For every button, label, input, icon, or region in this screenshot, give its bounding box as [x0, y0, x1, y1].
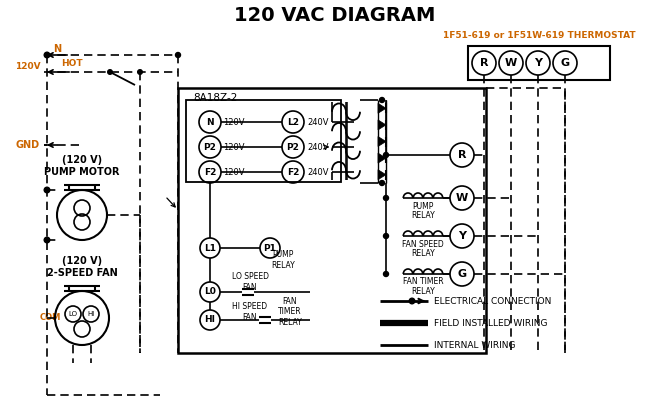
Text: GND: GND [16, 140, 40, 150]
Text: P1: P1 [263, 243, 277, 253]
Text: Y: Y [458, 231, 466, 241]
Text: HI: HI [87, 311, 94, 317]
Text: 240V: 240V [307, 117, 328, 127]
Text: FAN
TIMER
RELAY: FAN TIMER RELAY [278, 297, 302, 327]
Text: W: W [456, 193, 468, 203]
Text: 120V: 120V [223, 117, 245, 127]
Text: PUMP: PUMP [412, 202, 433, 210]
Text: 240V: 240V [307, 142, 328, 152]
Text: HI SPEED
FAN: HI SPEED FAN [232, 302, 267, 322]
Text: R: R [480, 58, 488, 68]
Polygon shape [378, 153, 386, 163]
Text: LO: LO [68, 311, 78, 317]
Bar [468, 46, 610, 80]
Text: COM: COM [40, 313, 61, 323]
Text: RELAY: RELAY [411, 287, 435, 295]
Text: 120 VAC DIAGRAM: 120 VAC DIAGRAM [234, 5, 436, 24]
Text: 120V: 120V [223, 142, 245, 152]
Text: R: R [458, 150, 466, 160]
Text: ELECTRICAL CONNECTION: ELECTRICAL CONNECTION [434, 297, 551, 305]
Circle shape [108, 70, 113, 74]
Text: P2: P2 [204, 142, 216, 152]
Circle shape [379, 98, 385, 103]
Circle shape [44, 52, 50, 58]
Circle shape [379, 181, 385, 186]
Text: 240V: 240V [307, 168, 328, 176]
Text: FAN TIMER: FAN TIMER [403, 277, 444, 287]
Text: 8A18Z-2: 8A18Z-2 [193, 93, 237, 103]
Bar [186, 100, 341, 182]
Text: LO SPEED
FAN: LO SPEED FAN [232, 272, 269, 292]
Text: L0: L0 [204, 287, 216, 297]
Text: G: G [560, 58, 570, 68]
Text: RELAY: RELAY [411, 210, 435, 220]
Text: F2: F2 [287, 168, 299, 176]
Text: Y: Y [534, 58, 542, 68]
Text: PUMP
RELAY: PUMP RELAY [271, 250, 295, 270]
Text: HOT: HOT [61, 59, 83, 67]
Circle shape [176, 52, 180, 57]
Text: FIELD INSTALLED WIRING: FIELD INSTALLED WIRING [434, 318, 547, 328]
Text: F2: F2 [204, 168, 216, 176]
Text: L2: L2 [287, 117, 299, 127]
Text: N: N [206, 117, 214, 127]
Text: L1: L1 [204, 243, 216, 253]
Circle shape [383, 153, 389, 158]
Text: P2: P2 [287, 142, 299, 152]
Text: 1F51-619 or 1F51W-619 THERMOSTAT: 1F51-619 or 1F51W-619 THERMOSTAT [443, 31, 635, 39]
Polygon shape [378, 137, 386, 147]
Text: W: W [505, 58, 517, 68]
Circle shape [383, 272, 389, 277]
Text: FAN SPEED: FAN SPEED [402, 240, 444, 248]
Text: INTERNAL WIRING: INTERNAL WIRING [434, 341, 515, 349]
Circle shape [44, 237, 50, 243]
Polygon shape [378, 170, 386, 180]
Text: 120V: 120V [223, 168, 245, 176]
Circle shape [383, 196, 389, 201]
Text: HI: HI [204, 316, 216, 324]
Polygon shape [378, 120, 386, 130]
Circle shape [138, 70, 142, 74]
Text: G: G [458, 269, 466, 279]
Circle shape [383, 233, 389, 238]
Text: (120 V): (120 V) [62, 256, 102, 266]
Bar [178, 88, 486, 353]
Text: 2-SPEED FAN: 2-SPEED FAN [47, 268, 117, 278]
Text: N: N [53, 44, 61, 54]
Text: RELAY: RELAY [411, 248, 435, 258]
Circle shape [409, 298, 415, 304]
Text: PUMP MOTOR: PUMP MOTOR [44, 167, 120, 177]
Text: (120 V): (120 V) [62, 155, 102, 165]
Text: 120V: 120V [15, 62, 41, 70]
Circle shape [44, 187, 50, 193]
Polygon shape [378, 103, 386, 113]
